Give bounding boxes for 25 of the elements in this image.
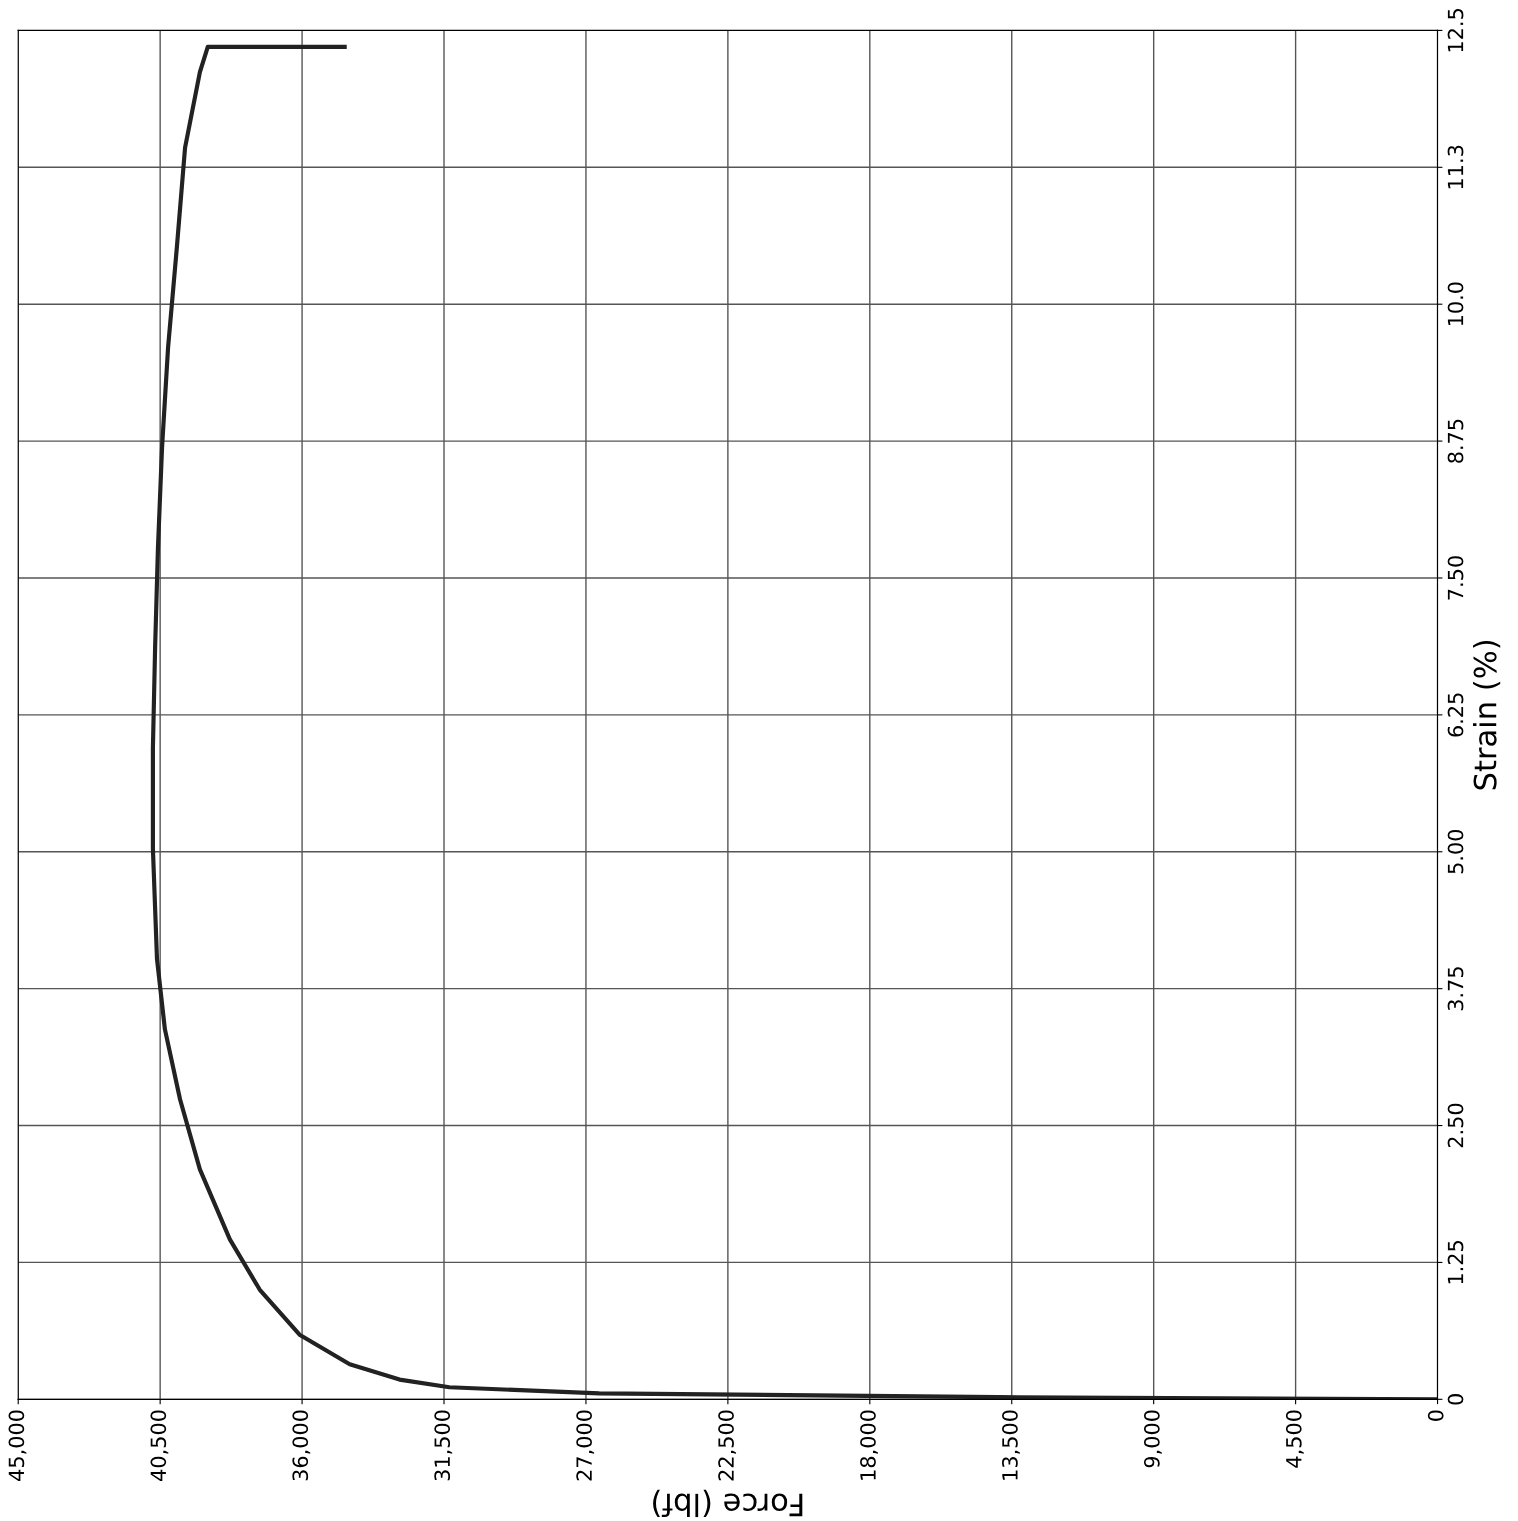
x-tick-label: 18,000 — [860, 1410, 878, 1480]
y-tick-label: 8.75 — [1447, 419, 1464, 463]
y-tick-label: 6.25 — [1447, 693, 1464, 737]
x-tick-label: 4,500 — [1285, 1410, 1304, 1468]
x-tick-label: 22,500 — [718, 1410, 737, 1481]
y-tick-label: 10.0 — [1447, 282, 1464, 326]
x-tick-label: 36,000 — [292, 1410, 311, 1481]
x-tick-label: 31,500 — [434, 1410, 453, 1481]
y-tick-label: 5.00 — [1447, 829, 1464, 874]
x-axis-title: Force (lbf) — [653, 1489, 803, 1518]
y-tick-label: 2.50 — [1447, 1103, 1464, 1148]
x-tick-label: 0 — [1427, 1410, 1444, 1421]
x-tick-label: 27,000 — [576, 1410, 595, 1481]
y-tick-label: 0 — [1447, 1394, 1464, 1405]
x-tick-label: 40,500 — [150, 1410, 169, 1481]
y-axis-title: Strain (%) — [1472, 640, 1501, 790]
x-tick-label: 13,500 — [1002, 1410, 1020, 1480]
y-tick-label: 11.3 — [1447, 145, 1464, 189]
y-tick-label: 3.75 — [1447, 967, 1464, 1011]
y-tick-label: 7.50 — [1447, 556, 1464, 600]
y-tick-label: 1.25 — [1447, 1241, 1464, 1284]
y-tick-label: 12.5 — [1447, 9, 1464, 52]
x-tick-label: 9,000 — [1143, 1410, 1162, 1468]
line-series — [150, 44, 1438, 1400]
x-tick-label: 45,000 — [8, 1410, 27, 1481]
